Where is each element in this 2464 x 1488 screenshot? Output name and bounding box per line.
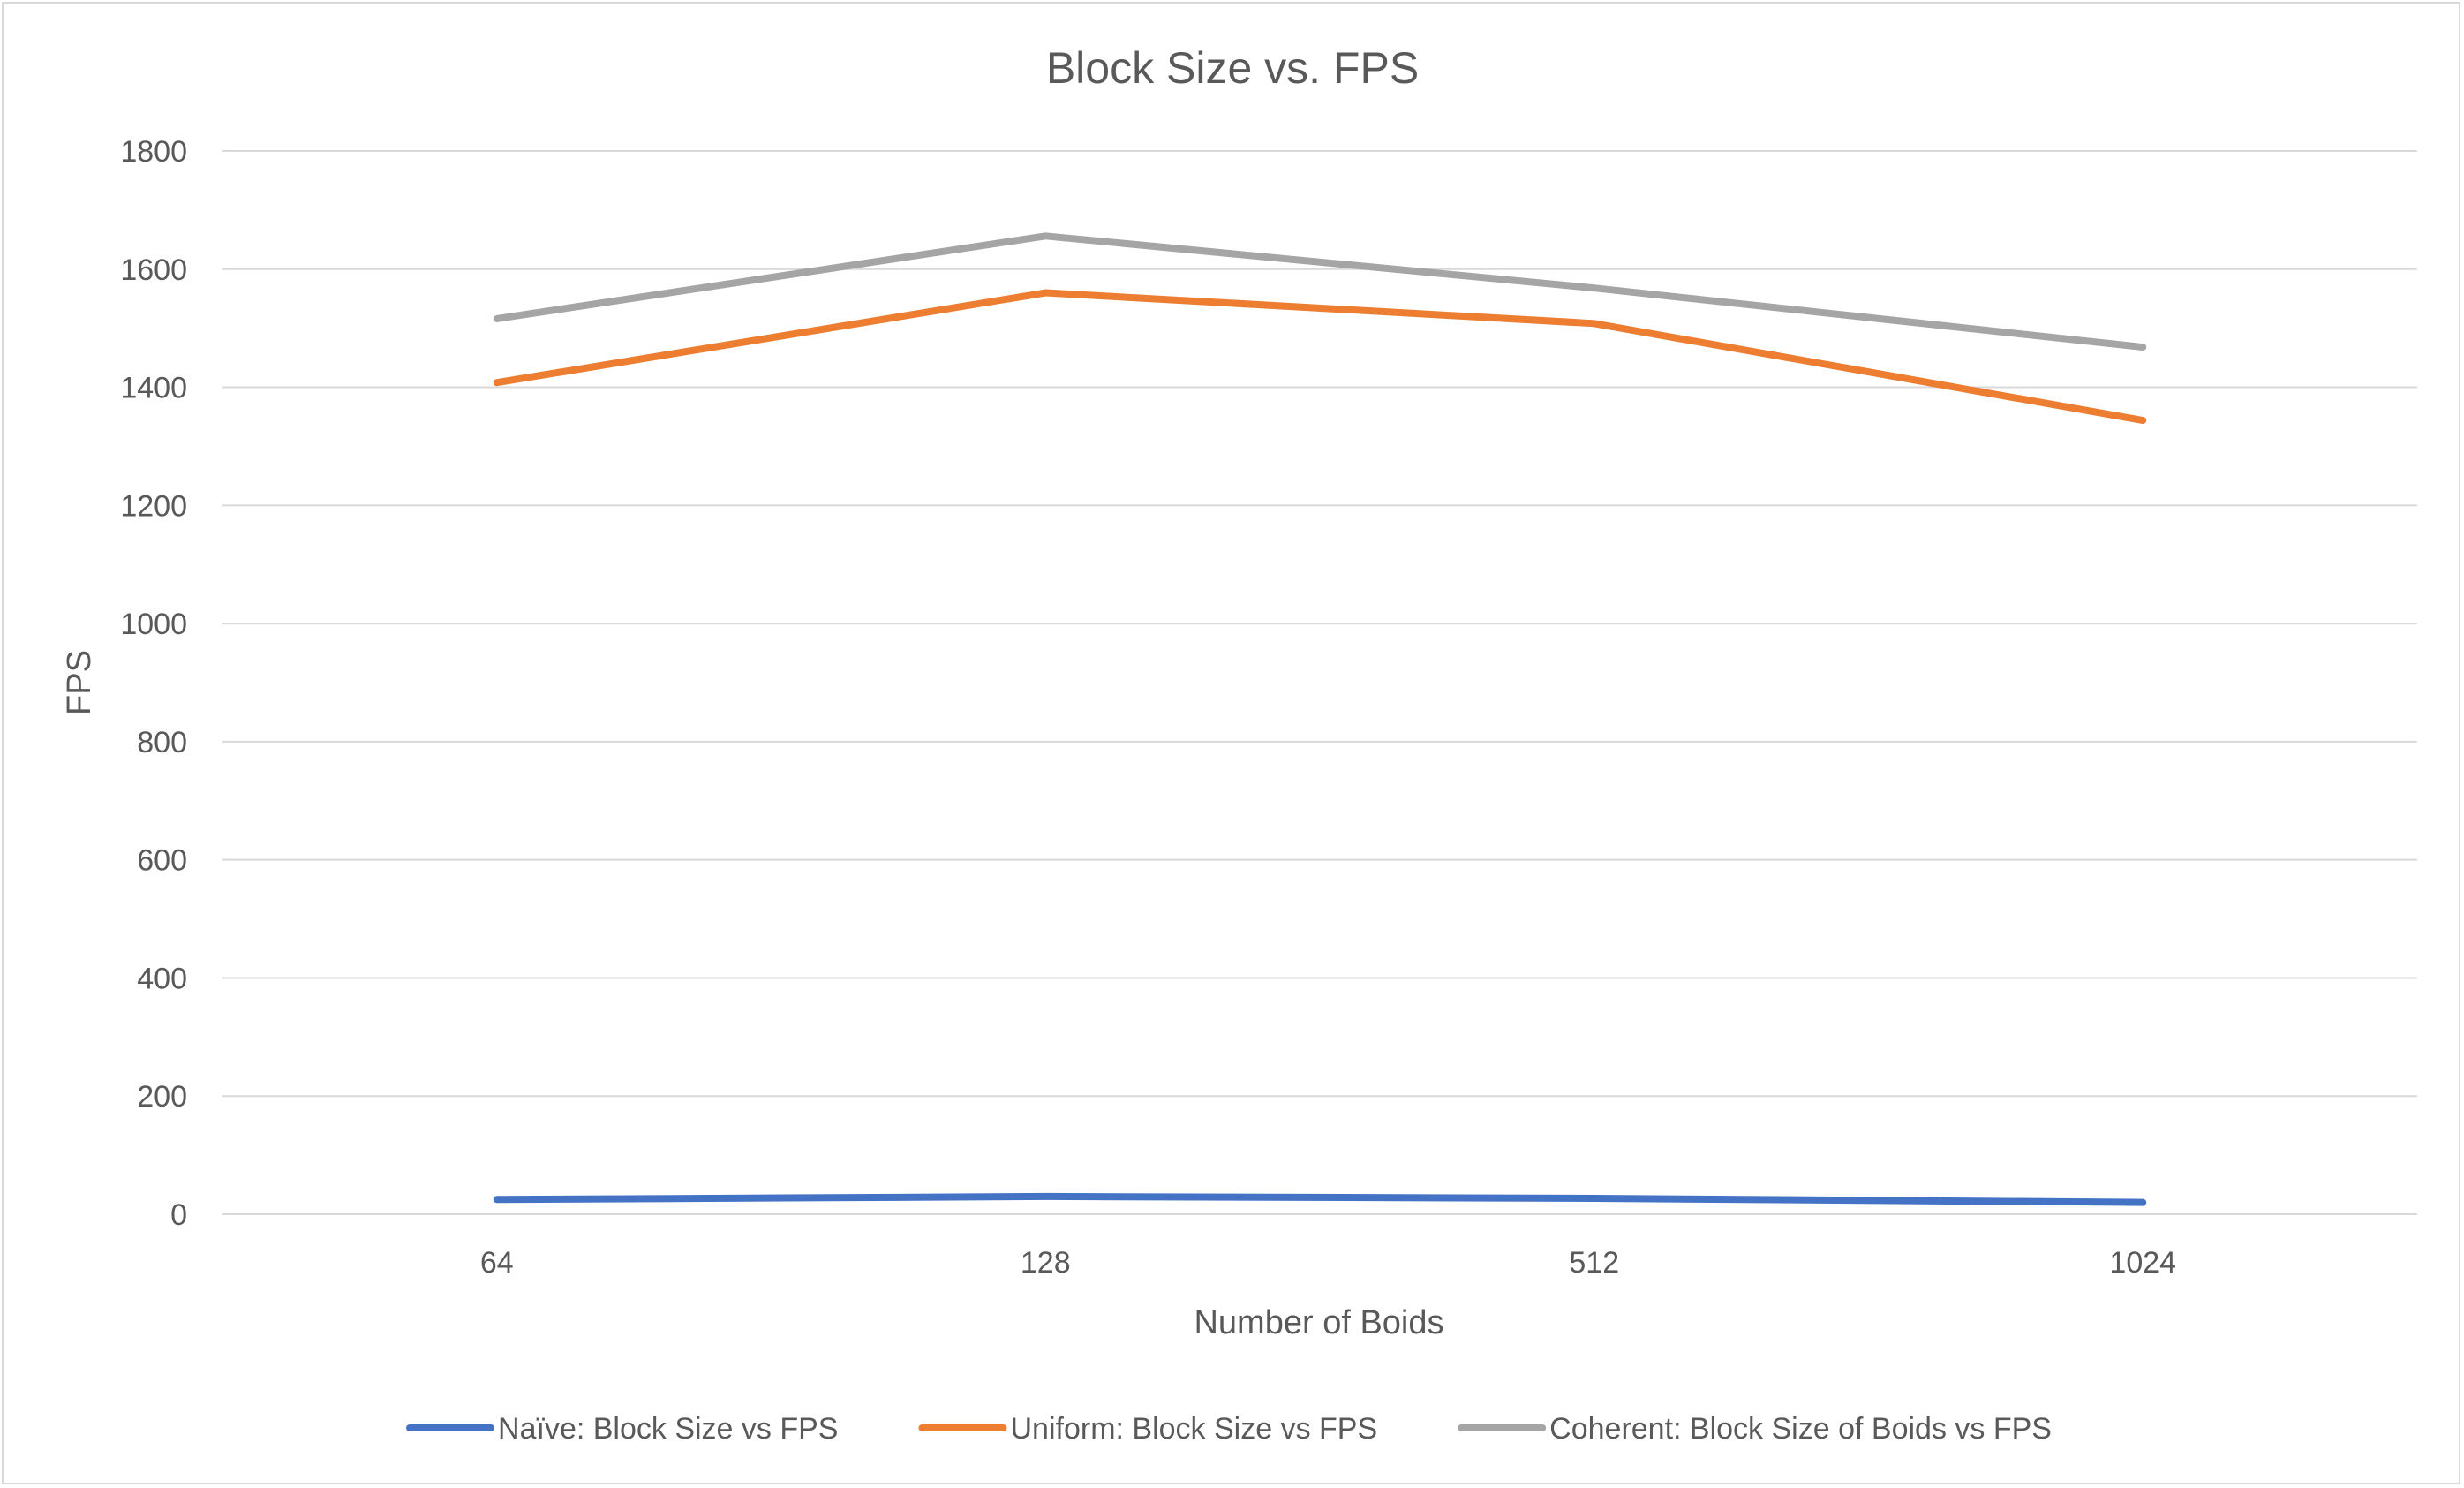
y-axis-ticks: 0 200 400 600 800 1000 1200 1400 1600 1800 (120, 135, 187, 1232)
x-tick-label: 512 (1569, 1246, 1619, 1280)
legend-label: Uniform: Block Size vs FPS (1011, 1412, 1378, 1446)
y-tick-label: 1400 (120, 372, 187, 405)
series-line-0 (493, 1192, 2147, 1206)
chart-title: Block Size vs. FPS (1046, 43, 1419, 93)
gridlines (222, 150, 2417, 1215)
y-axis-title: FPS (61, 650, 98, 715)
x-tick-label: 64 (480, 1246, 514, 1280)
series-lines (493, 232, 2147, 1206)
y-tick-label: 1600 (120, 253, 187, 287)
legend-item: Coherent: Block Size of Boids vs FPS (1458, 1412, 2052, 1446)
y-tick-label: 200 (137, 1080, 187, 1114)
series-line-1 (493, 289, 2147, 425)
legend-item: Naïve: Block Size vs FPS (406, 1412, 839, 1446)
y-tick-label: 1200 (120, 489, 187, 523)
y-tick-label: 600 (137, 844, 187, 878)
legend-item: Uniform: Block Size vs FPS (918, 1412, 1378, 1446)
y-tick-label: 400 (137, 962, 187, 995)
x-axis-ticks: 64 128 512 1024 (480, 1246, 2176, 1280)
y-tick-label: 1800 (120, 135, 187, 169)
y-tick-label: 0 (170, 1198, 187, 1232)
x-tick-label: 128 (1021, 1246, 1071, 1280)
legend-label: Coherent: Block Size of Boids vs FPS (1549, 1412, 2052, 1446)
y-tick-label: 800 (137, 726, 187, 759)
x-tick-label: 1024 (2109, 1246, 2176, 1280)
legend-label: Naïve: Block Size vs FPS (498, 1412, 838, 1446)
series-line-2 (493, 232, 2147, 351)
x-axis-title: Number of Boids (1194, 1304, 1443, 1341)
legend: Naïve: Block Size vs FPS Uniform: Block S… (406, 1412, 2052, 1446)
y-tick-label: 1000 (120, 608, 187, 641)
